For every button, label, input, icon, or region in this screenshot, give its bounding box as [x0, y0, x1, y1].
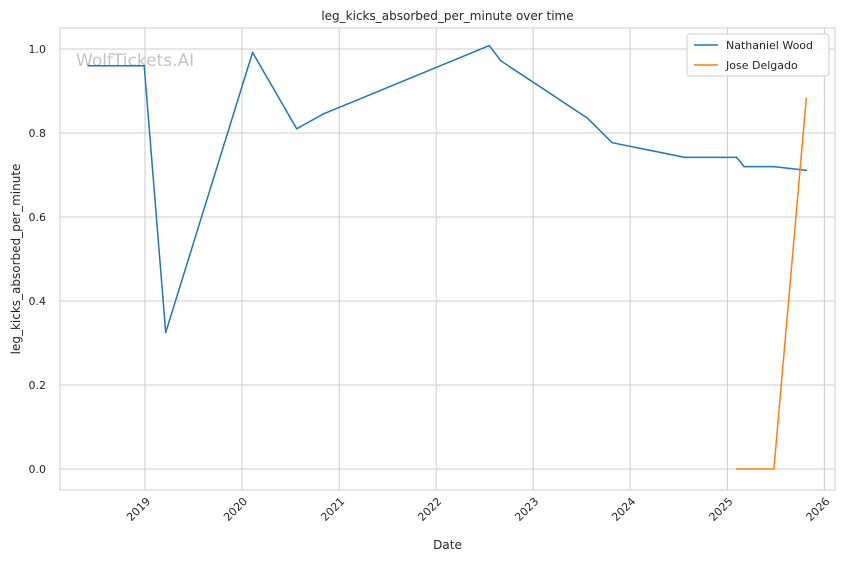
- data-point-nathaniel-wood: [295, 128, 298, 130]
- data-point-nathaniel-wood: [143, 65, 146, 67]
- legend-label-nathaniel-wood: Nathaniel Wood: [726, 39, 813, 52]
- data-point-nathaniel-wood: [743, 165, 745, 168]
- data-point-nathaniel-wood: [251, 51, 254, 54]
- data-point-nathaniel-wood: [499, 59, 502, 62]
- data-point-nathaniel-wood: [735, 156, 738, 159]
- data-point-nathaniel-wood: [322, 113, 324, 115]
- y-tick-label: 0.4: [29, 295, 47, 308]
- legend-box: [686, 33, 830, 77]
- y-tick-label: 0.0: [29, 463, 47, 476]
- data-point-nathaniel-wood: [773, 165, 775, 168]
- y-tick-label: 1.0: [29, 43, 47, 56]
- y-tick-label: 0.6: [29, 211, 47, 224]
- x-axis-label: Date: [433, 538, 462, 552]
- series-layer: [87, 44, 808, 470]
- data-point-nathaniel-wood: [87, 65, 89, 67]
- plot-frame: [59, 27, 836, 491]
- data-point-nathaniel-wood: [611, 141, 613, 144]
- data-point-jose-delgado: [735, 468, 738, 470]
- legend: Nathaniel Wood Jose Delgado: [686, 33, 830, 77]
- legend-label-jose-delgado: Jose Delgado: [725, 59, 798, 72]
- data-point-jose-delgado: [773, 468, 775, 470]
- watermark: WolfTickets.AI: [76, 51, 194, 71]
- y-tick-label: 0.2: [29, 379, 47, 392]
- chart-title: leg_kicks_absorbed_per_minute over time: [321, 9, 573, 23]
- y-tick-label: 0.8: [29, 127, 47, 140]
- data-point-nathaniel-wood: [805, 169, 808, 172]
- y-axis-ticks: 0.0 0.2 0.4 0.6 0.8 1.0: [29, 43, 47, 476]
- y-axis-label: leg_kicks_absorbed_per_minute: [9, 164, 23, 355]
- data-point-nathaniel-wood: [488, 44, 491, 47]
- data-point-jose-delgado: [805, 97, 808, 99]
- data-point-nathaniel-wood: [684, 156, 686, 159]
- data-point-nathaniel-wood: [164, 331, 167, 334]
- data-point-nathaniel-wood: [586, 117, 589, 120]
